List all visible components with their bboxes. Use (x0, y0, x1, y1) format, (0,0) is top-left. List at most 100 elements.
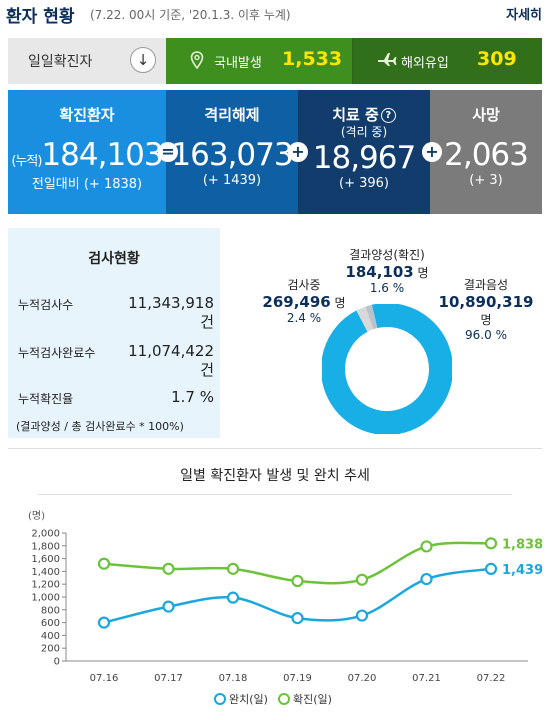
y-tick-label: 1,200 (31, 580, 60, 591)
x-tick-label: 07.22 (477, 673, 506, 684)
daily-label-cell[interactable]: 일일확진자 ↓ (8, 38, 166, 84)
data-point (97, 616, 111, 629)
y-tick-label: 600 (41, 618, 60, 629)
legend-label: 완치(일) (229, 692, 268, 706)
y-tick-label: 1,400 (31, 567, 60, 578)
treating-change: (+ 396) (339, 176, 389, 191)
donut-label-testing: 검사중 269,496 명 2.4 % (256, 276, 352, 325)
plane-icon (377, 51, 397, 71)
test-note: (결과양성 / 총 검사완료수 * 100%) (16, 420, 184, 433)
confirmed-change: 전일대비 (+ 1838) (31, 177, 143, 192)
released-box: 격리해제 163,073 (+ 1439) (166, 90, 298, 214)
test-row-value: 11,074,422 건 (128, 342, 214, 380)
overseas-label: 해외유입 (401, 56, 449, 71)
treating-box: 치료 중? (격리 중) 18,967 (+ 396) (298, 90, 430, 214)
confirmed-box: 확진환자 (누적)184,103 전일대비 (+ 1838) (8, 90, 166, 214)
negative-unit: 명 (480, 313, 492, 327)
y-tick-label: 400 (41, 631, 60, 642)
daily-confirmed-bar: 일일확진자 ↓ 국내발생 1,533 해외유입 309 (8, 38, 542, 84)
donut-label-positive: 결과양성(확진) 184,103 명 1.6 % (332, 246, 442, 295)
deaths-box: 사망 2,063 (+ 3) (430, 90, 542, 214)
positive-value: 184,103 (345, 263, 414, 281)
y-axis-label: (명) (28, 510, 45, 522)
domestic-value: 1,533 (282, 48, 343, 70)
positive-unit: 명 (417, 266, 429, 280)
test-donut-chart (322, 304, 452, 434)
y-tick-label: 2,000 (31, 529, 60, 540)
data-point (420, 572, 433, 586)
plus-icon: + (288, 142, 308, 162)
treating-title-line: 치료 중? (298, 104, 430, 125)
arrow-down-icon[interactable]: ↓ (130, 47, 156, 73)
page-subtitle: (7.22. 00시 기준, '20.1.3. 이후 누계) (90, 8, 291, 22)
cumulative-prefix: (누적) (11, 154, 42, 169)
test-row-value: 11,343,918 건 (128, 294, 214, 332)
data-point (226, 591, 240, 604)
data-point (97, 557, 111, 570)
status-panel: 확진환자 (누적)184,103 전일대비 (+ 1838) = 격리해제 16… (8, 90, 542, 214)
data-point (355, 609, 369, 622)
data-point (162, 600, 175, 613)
header: 환자 현황 (7.22. 00시 기준, '20.1.3. 이후 누계) 자세히 (0, 0, 552, 30)
deaths-value: 2,063 (444, 137, 529, 173)
x-tick-label: 07.17 (154, 673, 183, 684)
positive-pct: 1.6 % (369, 281, 405, 295)
negative-pct: 96.0 % (465, 328, 507, 342)
pin-icon (190, 51, 204, 73)
confirmed-title: 확진환자 (59, 106, 115, 124)
y-tick-label: 800 (41, 605, 60, 616)
page-title: 환자 현황 (6, 7, 75, 27)
negative-label: 결과음성 (463, 278, 509, 292)
confirmed-value-line: (누적)184,103 (8, 137, 166, 173)
testing-unit: 명 (334, 296, 346, 310)
test-donut-panel: 결과양성(확진) 184,103 명 1.6 % 검사중 269,496 명 2… (220, 228, 542, 438)
data-point (162, 562, 175, 575)
deaths-change: (+ 3) (469, 173, 503, 188)
test-title: 검사현황 (88, 251, 140, 267)
donut-slice-testing (356, 306, 374, 332)
test-row-label: 누적확진율 (18, 392, 74, 406)
data-point (291, 612, 304, 625)
domestic-label: 국내발생 (214, 56, 262, 71)
more-link[interactable]: 자세히 (506, 8, 542, 23)
test-row: 누적확진율 1.7 % (18, 388, 214, 408)
chart-title: 일별 확진환자 발생 및 완치 추세 (180, 468, 370, 484)
test-row-number: 11,074,422 (128, 342, 214, 360)
released-value: 163,073 (171, 137, 293, 173)
data-point (226, 562, 240, 575)
test-row-label: 누적검사완료수 (18, 346, 96, 360)
end-value-label: 1,838 (502, 537, 542, 552)
legend-marker (278, 693, 290, 705)
test-row-number: 11,343,918 (128, 294, 214, 312)
donut-hole (346, 328, 428, 410)
deaths-title: 사망 (472, 106, 500, 124)
confirmed-value: 184,103 (41, 137, 163, 173)
data-point (484, 537, 498, 550)
daily-label: 일일확진자 (28, 54, 93, 70)
x-tick-label: 07.18 (219, 673, 248, 684)
test-row: 누적검사완료수 11,074,422 건 (18, 342, 214, 380)
legend-marker (214, 693, 226, 705)
domestic-cell: 국내발생 1,533 (166, 38, 352, 84)
test-row-label: 누적검사수 (18, 298, 74, 312)
treating-value: 18,967 (312, 140, 416, 176)
data-point (355, 573, 369, 586)
x-tick-label: 07.20 (348, 673, 377, 684)
trend-chart-panel: 일별 확진환자 발생 및 완치 추세 (명) 0 200 400 600 800 1,000… (8, 448, 542, 716)
plus-icon: + (422, 142, 442, 162)
donut-slice-negative (322, 304, 452, 434)
help-icon[interactable]: ? (380, 108, 396, 123)
x-tick-label: 07.19 (283, 673, 312, 684)
divider (38, 494, 512, 495)
overseas-cell: 해외유입 309 (352, 38, 542, 84)
y-tick-label: 200 (41, 644, 60, 655)
testing-value: 269,496 (262, 293, 331, 311)
equals-icon: = (158, 142, 178, 162)
data-point (291, 574, 304, 588)
testing-pct: 2.4 % (286, 311, 322, 325)
released-title: 격리해제 (204, 106, 260, 124)
x-tick-label: 07.16 (90, 673, 119, 684)
treating-title: 치료 중 (332, 106, 379, 124)
test-summary: 검사현황 누적검사수 11,343,918 건 누적검사완료수 11,074,42… (8, 228, 220, 438)
